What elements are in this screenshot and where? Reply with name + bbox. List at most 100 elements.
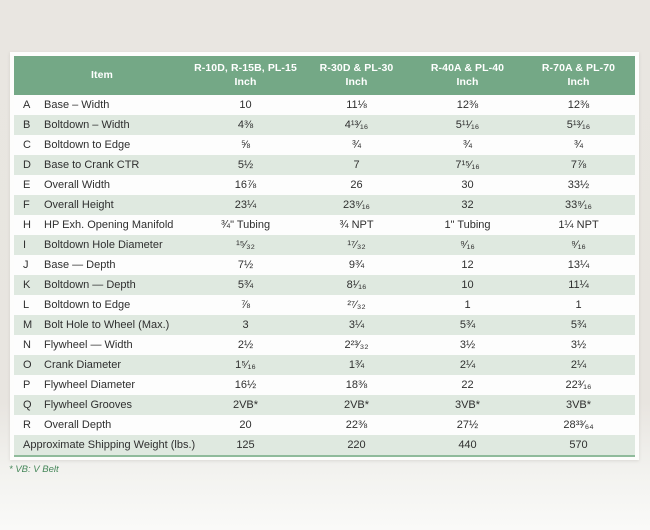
row-item-label: Boltdown to Edge [44,139,131,151]
header-column-unit: Inch [456,75,479,88]
row-value: 125 [236,439,255,451]
row-value: 18⅜ [345,379,368,391]
row-item-label: Flywheel — Width [44,339,133,351]
row-value: 8¹⁄₁₆ [346,279,367,291]
row-value: 10 [461,279,474,291]
row-item-label: Bolt Hole to Wheel (Max.) [44,319,170,331]
table-row: J Base — Depth 7½ 9¾ 12 13¼ [14,255,635,275]
row-item-label: Flywheel Diameter [44,379,136,391]
row-value: 5¾ [570,319,587,331]
row-value: 23⁹⁄₁₆ [343,199,370,211]
table-row: K Boltdown — Depth 5¾ 8¹⁄₁₆ 10 11¼ [14,275,635,295]
row-value: 1⁵⁄₁₆ [235,359,256,371]
table-header: Item R-10D, R-15B, PL-15 Inch R-30D & PL-30… [14,56,635,95]
row-letter: M [23,319,33,331]
header-column-label: R-40A & PL-40 [430,61,505,74]
row-item-label: Base to Crank CTR [44,159,140,171]
row-value: 7½ [237,259,254,271]
row-value: 13¼ [567,259,590,271]
header-model-column: R-10D, R-15B, PL-15 Inch [190,56,301,95]
row-value: 22⅜ [345,419,368,431]
row-item-label: Boltdown – Width [44,119,130,131]
header-column-unit: Inch [345,75,368,88]
row-value: 32 [461,199,474,211]
row-value: 3¼ [348,319,365,331]
row-letter: C [23,139,31,151]
row-value: 2½ [237,339,254,351]
row-letter: D [23,159,31,171]
row-value: 11¼ [568,279,589,291]
row-value: 1" Tubing [444,219,491,231]
row-value: ⁹⁄₁₆ [460,239,475,251]
header-model-column: R-40A & PL-40 Inch [412,56,523,95]
row-item-label: Boltdown to Edge [44,299,131,311]
header-column-unit: Inch [567,75,590,88]
row-letter: K [23,279,31,291]
row-item-label: Base — Depth [44,259,116,271]
header-column-unit: Inch [234,75,257,88]
header-column-label: Item [91,68,113,81]
row-value: ⁹⁄₁₆ [571,239,586,251]
row-value: 9¾ [348,259,365,271]
row-letter: N [23,339,31,351]
table-body: A Base – Width 10 11⅛ 12⅜ 12⅜ B Boltdown – Widt… [14,95,635,457]
row-value: ¾ NPT [339,219,374,231]
table-row: D Base to Crank CTR 5½ 7 7¹⁵⁄₁₆ 7⅞ [14,155,635,175]
row-value: 2¼ [570,359,587,371]
table-row: R Overall Depth 20 22⅜ 27½ 28³³⁄₆₄ [14,415,635,435]
table-row: H HP Exh. Opening Manifold ¾" Tubing ¾ NPT 1… [14,215,635,235]
row-value: 570 [569,439,588,451]
row-value: 22³⁄₁₆ [565,379,592,391]
row-item-label: Boltdown Hole Diameter [44,239,163,251]
row-letter: L [23,299,30,311]
row-letter: O [23,359,32,371]
table-row: C Boltdown to Edge ⅝ ¾ ¾ ¾ [14,135,635,155]
row-value: 12⅜ [567,99,590,111]
row-letter: I [23,239,27,251]
row-value: 440 [458,439,477,451]
table-row: N Flywheel — Width 2½ 2²³⁄₃₂ 3½ 3½ [14,335,635,355]
table-row: F Overall Height 23¼ 23⁹⁄₁₆ 32 33⁹⁄₁₆ [14,195,635,215]
row-item-label: Overall Width [44,179,111,191]
row-value: 28³³⁄₆₄ [563,419,594,431]
row-letter: B [23,119,31,131]
row-value: 1¾ [348,359,365,371]
row-value: 2VB* [343,399,370,411]
header-column-label: R-30D & PL-30 [319,61,394,74]
row-item-label: HP Exh. Opening Manifold [44,219,174,231]
row-value: 12 [461,259,474,271]
row-letter: H [23,219,31,231]
table-row: M Bolt Hole to Wheel (Max.) 3 3¼ 5¾ 5¾ [14,315,635,335]
table-row: O Crank Diameter 1⁵⁄₁₆ 1¾ 2¼ 2¼ [14,355,635,375]
row-value: 220 [347,439,366,451]
row-letter: Q [23,399,32,411]
row-value: 1¼ NPT [558,219,599,231]
row-value: ¾ [351,139,362,151]
header-item-column: Item [14,56,190,95]
row-value: 2²³⁄₃₂ [344,339,369,351]
row-value: 5¹¹⁄₁₆ [455,119,480,131]
row-value: 26 [350,179,363,191]
row-value: ¾" Tubing [220,219,271,231]
row-item-label: Boltdown — Depth [44,279,136,291]
row-value: 33⁹⁄₁₆ [565,199,592,211]
row-value: 11⅛ [346,99,367,111]
row-value: 7⅞ [570,159,587,171]
row-item-label: Overall Height [44,199,114,211]
footnote: * VB: V Belt [9,464,59,475]
row-value: 16½ [234,379,257,391]
row-value: 5¹³⁄₁₆ [566,119,591,131]
row-value: ¹⁷⁄₃₂ [347,239,366,251]
row-value: ¾ [573,139,584,151]
row-value: 4¹³⁄₁₆ [344,119,369,131]
row-value: 10 [239,99,252,111]
row-letter: A [23,99,31,111]
row-item-label: Base – Width [44,99,110,111]
table-row: I Boltdown Hole Diameter ¹⁵⁄₃₂ ¹⁷⁄₃₂ ⁹⁄₁₆ ⁹⁄₁… [14,235,635,255]
header-model-column: R-30D & PL-30 Inch [301,56,412,95]
row-letter: J [23,259,29,271]
table-row: B Boltdown – Width 4⅜ 4¹³⁄₁₆ 5¹¹⁄₁₆ 5¹³⁄₁₆ [14,115,635,135]
row-value: 3 [242,319,249,331]
header-column-label: R-10D, R-15B, PL-15 [194,61,297,74]
table-row: P Flywheel Diameter 16½ 18⅜ 22 22³⁄₁₆ [14,375,635,395]
